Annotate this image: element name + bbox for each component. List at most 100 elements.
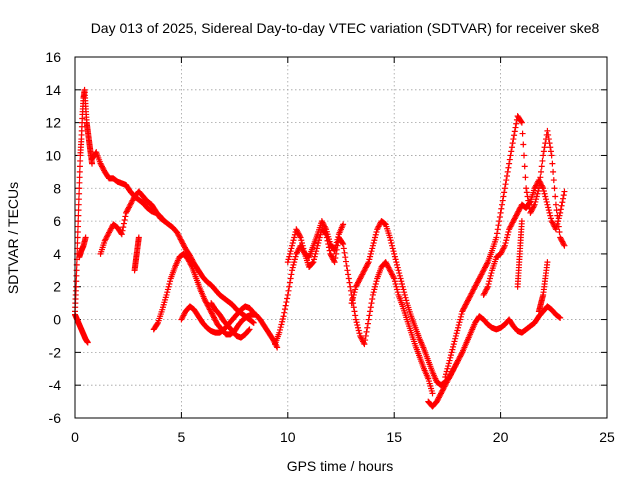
data-point [351,289,358,296]
data-point [300,245,307,252]
data-point [504,168,511,175]
data-point [332,244,339,251]
data-point [518,118,525,125]
data-point [449,346,456,353]
data-point [365,259,372,266]
data-point [442,371,449,378]
data-point [281,306,288,313]
data-point [280,313,287,320]
data-point [391,250,398,257]
data-point [541,144,548,151]
data-series [72,86,568,410]
data-point [494,230,501,237]
data-point [332,255,339,262]
data-point [544,201,551,208]
data-point [392,256,399,263]
data-point [547,212,554,219]
data-point [552,193,559,200]
data-point [250,309,257,316]
data-point [510,136,517,143]
data-point [391,278,398,285]
data-point [521,152,528,159]
data-point [401,291,408,298]
data-point [367,250,374,257]
data-point [291,256,298,263]
data-point [455,324,462,331]
data-point [279,318,286,325]
data-point [542,196,549,203]
tick-labels: 0 5 10 15 20 25 -6 -4 -2 0 2 4 6 8 10 12 14 16 [45,49,615,445]
data-point [75,196,82,203]
data-point [487,272,494,279]
data-point [394,261,401,268]
data-point [508,144,515,151]
data-point [393,259,400,266]
data-point [393,283,400,290]
data-point [250,319,257,326]
data-point [277,324,284,331]
data-point [545,136,552,143]
data-point [497,209,504,216]
data-point [289,264,296,271]
y-tick-label: 2 [53,279,61,295]
data-point [121,216,128,223]
data-point [388,239,395,246]
data-point [371,237,378,244]
data-point [391,253,398,260]
data-point [501,242,508,249]
data-point [505,164,512,171]
data-point [122,213,129,220]
data-point [296,233,303,240]
data-point [313,245,320,252]
data-point [369,245,376,252]
data-point [506,156,513,163]
data-point [370,239,377,246]
data-point [452,332,459,339]
data-point [543,198,550,205]
data-point [334,236,341,243]
data-point [331,247,338,254]
data-point [366,312,373,319]
data-point [365,316,372,323]
data-point [556,212,563,219]
data-point [342,254,349,261]
data-point [274,344,281,351]
data-point [346,279,353,286]
data-point [286,253,293,260]
data-point [82,234,89,241]
series-track-l [348,218,462,389]
data-point [551,185,558,192]
data-point [347,283,354,290]
series-track-i [208,300,253,341]
data-point [522,174,529,181]
data-point [119,227,126,234]
y-axis-title: SDTVAR / TECUs [5,182,21,294]
data-point [538,168,545,175]
data-point [493,234,500,241]
data-point [390,248,397,255]
data-point [503,234,510,241]
data-point [552,201,559,208]
data-point [503,177,510,184]
data-point [457,313,464,320]
data-point [503,172,510,179]
data-point [458,311,465,318]
data-point [540,188,547,195]
data-point [363,328,370,335]
data-point [165,283,172,290]
data-point [286,279,293,286]
data-point [120,224,127,231]
data-point [335,233,342,240]
data-point [350,294,357,301]
data-point [135,234,142,241]
series-track-g [150,250,281,351]
data-point [429,390,436,397]
data-point [545,207,552,214]
data-point [397,275,404,282]
data-point [76,174,83,181]
data-point [560,195,567,202]
data-point [76,163,83,170]
data-point [396,272,403,279]
data-point [394,264,401,271]
